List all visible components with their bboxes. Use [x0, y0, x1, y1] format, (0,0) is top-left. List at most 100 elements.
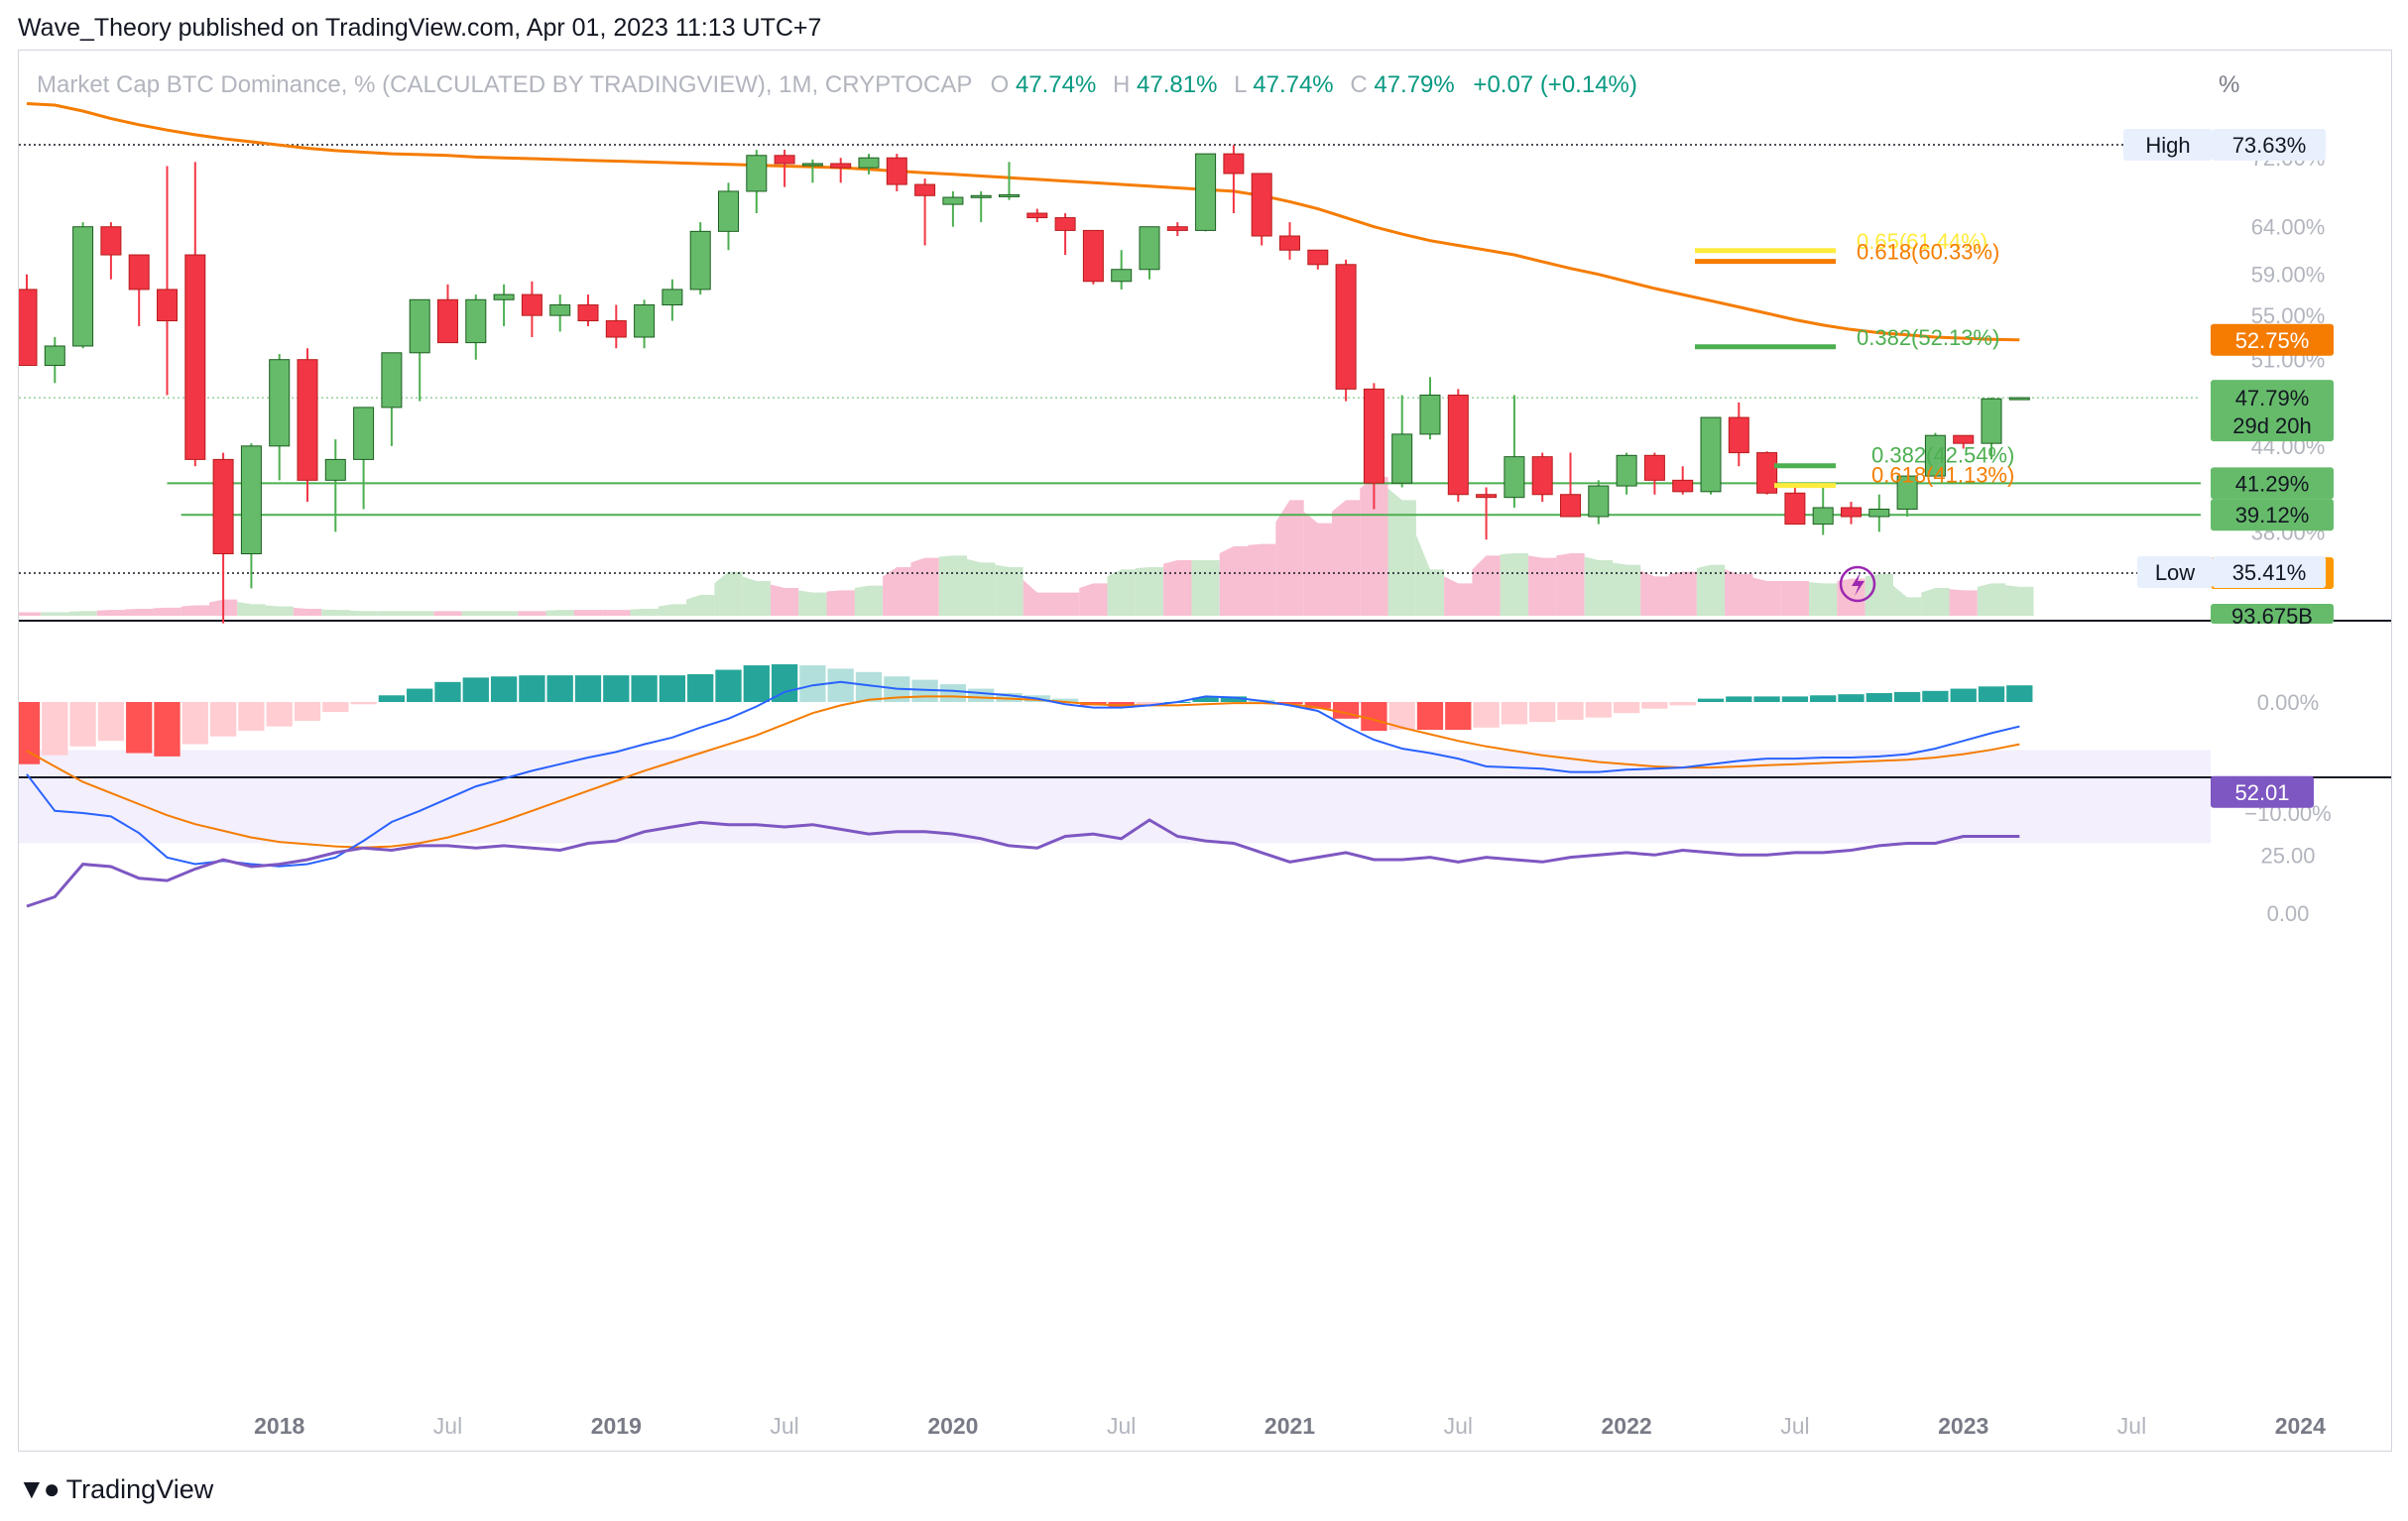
candle: [1588, 480, 1610, 525]
macd-histogram-bar: [19, 702, 41, 764]
macd-histogram-bar: [1669, 702, 1696, 706]
high-tag: High 73.63%: [2123, 129, 2326, 161]
x-tick-label: 2021: [1264, 1413, 1315, 1439]
candle-body: [1868, 508, 1890, 518]
candle-body: [549, 304, 571, 316]
macd-histogram-bar: [1276, 702, 1303, 705]
candle-body: [914, 183, 936, 196]
candle: [830, 158, 852, 183]
candle: [128, 254, 150, 326]
macd-histogram-bar: [462, 677, 489, 702]
macd-histogram-bar: [1192, 697, 1219, 702]
macd-histogram-bar: [350, 702, 377, 705]
candle: [634, 299, 656, 349]
macd-histogram-bar: [1501, 702, 1528, 725]
volume-area-segment: [995, 564, 1023, 616]
level-tag-41-text: 41.29%: [2235, 471, 2310, 496]
candle-body: [942, 196, 964, 205]
volume-tag-bg: [2211, 604, 2334, 624]
rsi-tag-text: 52.01: [2234, 780, 2289, 805]
candle-body: [970, 194, 992, 198]
macd-histogram-bar: [574, 675, 602, 702]
open-label: O: [991, 71, 1010, 98]
low-tag-bg: [2137, 556, 2213, 588]
candle: [718, 182, 739, 251]
volume-area-segment: [1977, 583, 2006, 616]
macd-histogram-bar: [1557, 702, 1584, 720]
volume-area-segment: [265, 605, 294, 616]
macd-histogram-bar: [603, 675, 630, 702]
macd-histogram-bar: [1950, 688, 1977, 702]
macd-histogram-bar: [1220, 696, 1248, 702]
macd-histogram-bar: [2006, 685, 2033, 702]
candle-body: [1139, 226, 1160, 271]
close-value: 47.79%: [1374, 71, 1454, 98]
chart-frame[interactable]: 0.65(61.44%) 0.618(60.33%) 0.382(52.13%) 0.…: [18, 50, 2392, 1452]
tradingview-logo[interactable]: ▼● TradingView: [18, 1473, 213, 1505]
candle-body: [1672, 479, 1694, 493]
y-tick-label: 64.00%: [2251, 215, 2326, 240]
volume-area-segment: [1892, 585, 1922, 616]
candle-body: [1616, 454, 1637, 487]
candle: [689, 222, 711, 295]
macd-histogram-bar: [1893, 691, 1921, 702]
macd-histogram-bar: [546, 675, 573, 702]
symbol-title: Market Cap BTC Dominance, % (CALCULATED …: [37, 71, 972, 98]
macd-histogram-bar: [1838, 694, 1865, 702]
x-tick-label: 2020: [927, 1413, 978, 1439]
candle-body: [1531, 456, 1553, 496]
macd-histogram-bar: [687, 674, 714, 702]
macd-histogram-bar: [1810, 695, 1837, 702]
volume-area-segment: [770, 584, 799, 616]
unit-label: %: [2219, 71, 2239, 98]
candle: [1166, 222, 1188, 237]
volume-area-segment: [602, 610, 631, 616]
volume-area-segment: [1107, 569, 1136, 616]
candle-body: [746, 155, 768, 192]
candle-body: [2008, 397, 2030, 401]
volume-area-segment: [1668, 571, 1697, 616]
volume-area-segment: [181, 605, 209, 616]
volume-area-segment: [630, 609, 659, 616]
low-tag-value: 35.41%: [2232, 560, 2307, 585]
macd-histogram-bar: [1361, 702, 1387, 732]
candle-body: [774, 155, 795, 165]
x-tick-label: 2023: [1938, 1413, 1988, 1439]
candle: [1279, 222, 1300, 260]
volume-area-segment: [518, 611, 546, 616]
volume-area-segment: [1752, 577, 1781, 616]
candle-body: [437, 298, 458, 344]
x-tick-label: 2018: [254, 1413, 304, 1439]
candle: [1082, 229, 1104, 285]
volume-area-segment: [1415, 534, 1445, 616]
x-tick-label: Jul: [2117, 1413, 2146, 1439]
fib-label: 0.382(42.54%): [1871, 443, 2014, 468]
candle-body: [44, 345, 65, 367]
macd-histogram-bar: [827, 668, 854, 702]
volume-area-segment: [714, 571, 743, 616]
candle: [1139, 226, 1160, 280]
volume-area-segment: [883, 567, 911, 616]
candle-body: [1560, 494, 1581, 518]
volume-area-segment: [1725, 569, 1753, 616]
candle: [1924, 432, 1946, 479]
macd-histogram-bar: [154, 702, 181, 757]
last-price-tag: 47.79% 29d 20h: [2211, 380, 2334, 442]
candle: [72, 222, 94, 349]
candle-body: [409, 298, 430, 354]
macd-histogram-bar: [1866, 693, 1892, 702]
candle: [774, 150, 795, 187]
candle: [942, 190, 964, 227]
volume-area-segment: [96, 610, 126, 616]
x-tick-label: 2024: [2275, 1413, 2326, 1439]
candle: [1195, 153, 1217, 232]
volume-area-segment: [1612, 562, 1641, 616]
candle-body: [128, 254, 150, 291]
volume-area-segment: [1219, 546, 1249, 616]
lightning-icon-bolt: [1852, 572, 1865, 596]
level-tag-39-bg: [2211, 499, 2334, 531]
level-tag-39: 39.12%: [2211, 499, 2334, 531]
candle-body: [634, 304, 656, 338]
candle: [1953, 434, 1975, 449]
chart-canvas[interactable]: 0.65(61.44%)0.618(60.33%) 0.382(52.13%) 0.…: [19, 51, 2391, 1451]
